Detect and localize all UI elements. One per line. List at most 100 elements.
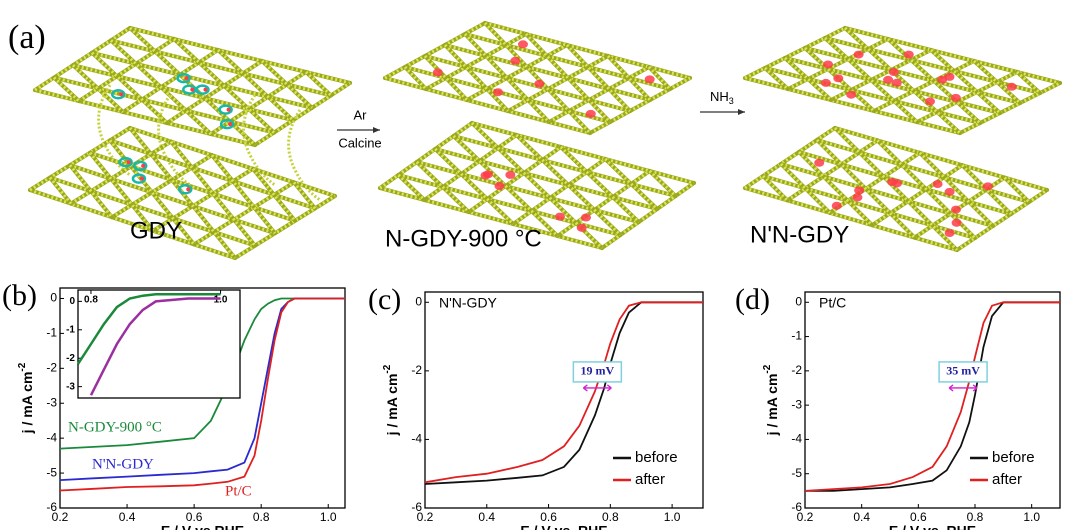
dopant xyxy=(944,229,955,238)
ring xyxy=(132,160,148,172)
lattice-atoms xyxy=(29,126,131,192)
y-tick-label: -1 xyxy=(46,326,57,340)
y-tick-label: -2 xyxy=(66,353,75,364)
lattice-atoms xyxy=(648,169,677,198)
series-label: Pt/C xyxy=(225,483,252,499)
lattice-atoms xyxy=(423,133,518,202)
lattice-atoms xyxy=(90,51,169,125)
ring xyxy=(182,84,197,95)
series-line xyxy=(89,297,221,396)
chart-title: N'N-GDY xyxy=(439,295,498,311)
lattice-atoms xyxy=(828,151,921,215)
dopant xyxy=(982,182,993,191)
x-tick-label: 0.2 xyxy=(52,510,69,524)
lattice-atoms xyxy=(434,147,515,226)
lattice-atoms xyxy=(109,39,213,136)
dopant xyxy=(494,182,505,191)
lattice-atoms xyxy=(844,26,1061,85)
lattice-atoms xyxy=(833,126,959,252)
lattice-atoms xyxy=(292,181,317,210)
y-label-text: j / mA cm xyxy=(764,374,780,437)
dopant xyxy=(903,50,914,59)
lattice-atoms xyxy=(804,46,1021,105)
lattice-atoms xyxy=(34,88,256,147)
ring xyxy=(131,173,147,184)
x-tick-label: 1.0 xyxy=(664,510,681,524)
lattice-atoms xyxy=(873,59,975,113)
lattice-atoms xyxy=(423,54,469,102)
dopant xyxy=(820,78,831,87)
lattice-bond xyxy=(71,63,125,114)
dopant xyxy=(932,180,943,189)
dopant xyxy=(126,160,131,165)
dopant xyxy=(184,76,189,81)
x-tick-label: 0.8 xyxy=(84,295,98,306)
dopant xyxy=(432,68,443,77)
step-sub: 3 xyxy=(729,96,734,106)
dopant xyxy=(814,158,825,167)
lattice-atoms xyxy=(403,65,428,91)
lattice-atoms xyxy=(744,186,958,252)
x-tick-label: 1.0 xyxy=(320,510,337,524)
legend-label: before xyxy=(992,449,1035,466)
step-label: NH3 xyxy=(710,89,734,106)
annotation-box xyxy=(938,361,988,383)
panel-label: (b) xyxy=(2,279,37,312)
lattice-atoms xyxy=(972,59,1022,105)
lattice-atoms xyxy=(424,54,631,113)
y-tick-label: 0 xyxy=(415,294,422,308)
dopant xyxy=(854,186,865,195)
legend-label: before xyxy=(635,449,678,466)
x-axis-label: E / V vs RHE xyxy=(161,523,244,530)
y-tick-label: -1 xyxy=(791,329,802,343)
series-line xyxy=(804,301,1060,492)
ring xyxy=(219,118,235,130)
lattice-bond xyxy=(414,160,641,224)
y-axis-label: j / mA cm-2 xyxy=(17,362,35,434)
lattice-bond xyxy=(433,147,660,211)
y-tick-label: -3 xyxy=(46,395,57,409)
panel-label: (d) xyxy=(735,283,770,316)
y-label-sup: -2 xyxy=(17,362,28,371)
dopant xyxy=(1006,82,1017,91)
x-tick-label: 0.2 xyxy=(417,510,434,524)
lattice-atoms xyxy=(444,43,651,102)
dopant xyxy=(846,90,857,99)
lattice-atoms xyxy=(128,127,237,259)
x-tick-label: 0.6 xyxy=(186,510,203,524)
dopant xyxy=(950,93,961,102)
x-tick-label: 0.4 xyxy=(119,510,136,524)
lattice-atoms xyxy=(763,66,790,91)
x-tick-label: 1.0 xyxy=(1023,510,1040,524)
x-tick-label: 0.4 xyxy=(478,510,495,524)
sheet-label: N'N-GDY xyxy=(750,221,849,248)
arrow-head xyxy=(738,109,745,115)
dopant xyxy=(554,212,565,221)
lattice-bond xyxy=(451,134,678,198)
lattice-bond xyxy=(524,32,612,124)
dopant xyxy=(892,179,903,188)
lattice-atoms xyxy=(918,151,995,228)
lattice-atoms xyxy=(876,139,977,240)
y-tick-label: -4 xyxy=(411,432,422,446)
lattice-atoms xyxy=(507,54,609,113)
lattice-bond xyxy=(28,188,237,260)
lattice-atoms xyxy=(815,138,916,239)
annotation: 19 mV xyxy=(581,364,615,378)
schematic xyxy=(28,21,1062,260)
series-label: N'N-GDY xyxy=(92,456,154,472)
x-tick-label: 0.8 xyxy=(602,510,619,524)
lattice-atoms xyxy=(91,51,313,110)
dopant xyxy=(139,176,144,181)
y-axis-label: j / mA cm-2 xyxy=(762,364,780,436)
y-label-sup: -2 xyxy=(382,364,393,373)
x-tick-label: 1.0 xyxy=(214,295,228,306)
y-tick-label: -2 xyxy=(411,363,422,377)
lattice-atoms xyxy=(761,174,789,202)
lattice-atoms xyxy=(152,167,254,233)
step-text: NH xyxy=(710,89,729,104)
plot-frame xyxy=(424,291,704,509)
lattice-atoms xyxy=(464,32,671,91)
lattice-atoms xyxy=(589,76,691,135)
